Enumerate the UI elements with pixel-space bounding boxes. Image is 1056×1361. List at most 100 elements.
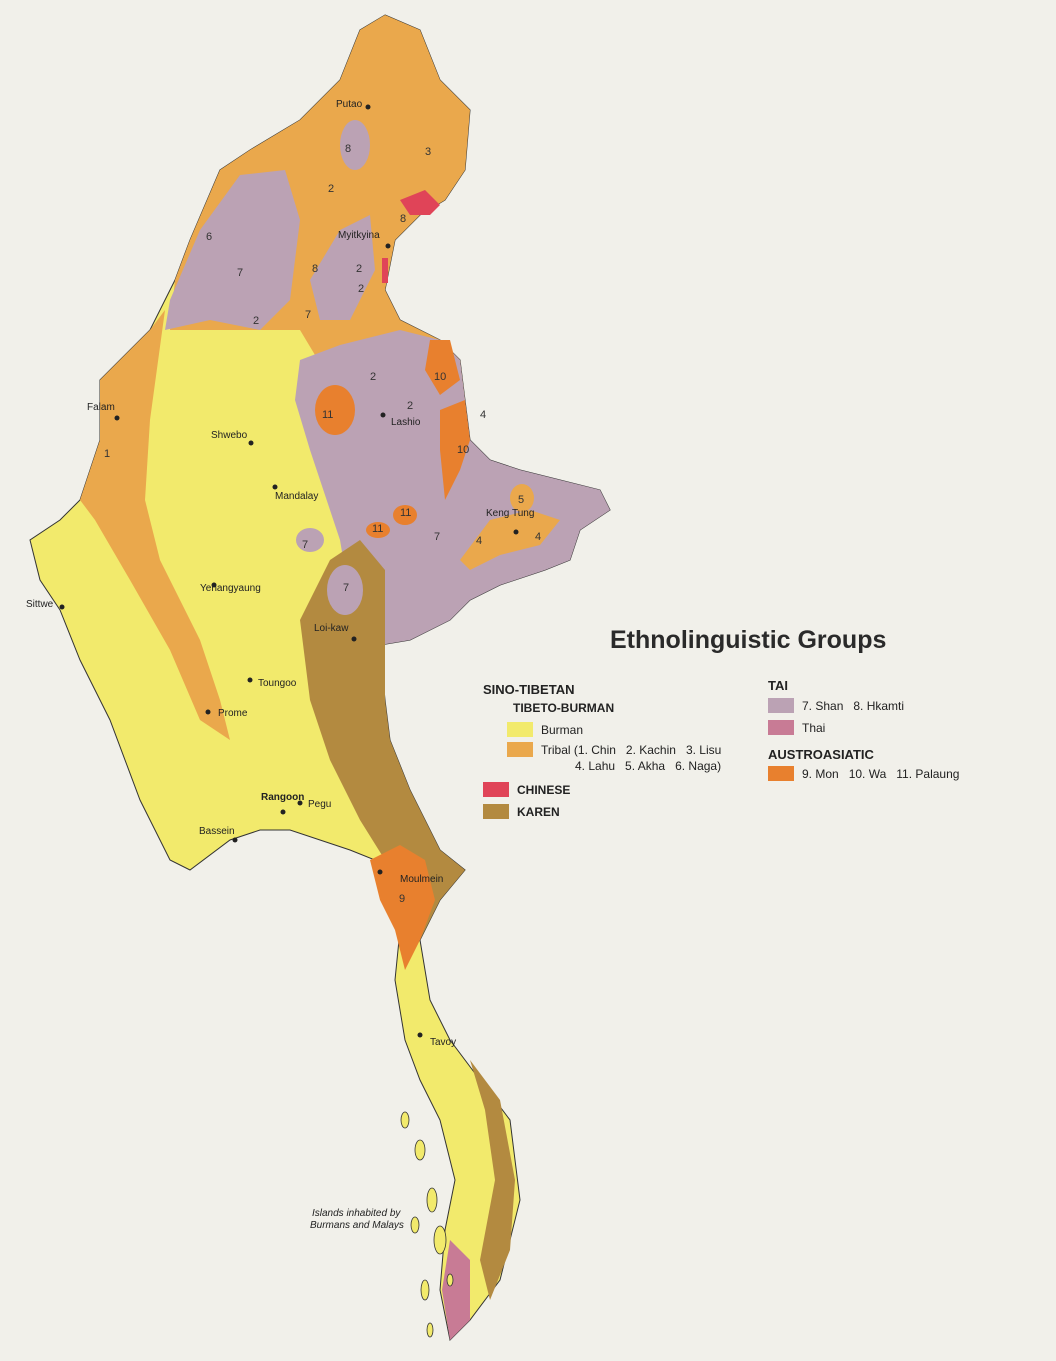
- legend-item-tribal: Tribal (1. Chin 2. Kachin 3. Lisu: [507, 741, 721, 759]
- swatch-burman: [507, 722, 533, 738]
- swatch-chinese: [483, 782, 509, 798]
- legend-sino-tibetan: SINO-TIBETAN TIBETO-BURMAN Burman Tribal…: [483, 682, 721, 821]
- legend-heading-tai: TAI: [768, 678, 788, 693]
- islands-note-line2: Burmans and Malays: [310, 1220, 404, 1231]
- legend-item-shan: 7. Shan 8. Hkamti: [768, 697, 959, 719]
- region-palaung-3: [366, 522, 390, 538]
- label-shan: 7. Shan 8. Hkamti: [802, 699, 905, 713]
- region-number: 4: [476, 535, 482, 547]
- region-palaung-2: [393, 505, 417, 525]
- region-number: 8: [400, 213, 406, 225]
- legend-item-burman: Burman: [507, 721, 721, 741]
- region-chinese-2: [382, 258, 388, 283]
- region-number: 7: [434, 531, 440, 543]
- city-label: Myitkyina: [338, 230, 380, 241]
- region-thai: [442, 1240, 470, 1340]
- region-karen-south: [470, 1060, 515, 1300]
- legend-tai: TAI 7. Shan 8. Hkamti Thai AUSTROASIATIC…: [768, 678, 959, 783]
- city-label: Shwebo: [211, 430, 248, 441]
- region-number: 7: [302, 539, 308, 551]
- swatch-tribal: [507, 742, 533, 758]
- label-chinese: CHINESE: [517, 783, 571, 797]
- region-number: 11: [322, 409, 333, 421]
- region-number: 2: [370, 371, 376, 383]
- region-number: 2: [253, 315, 259, 327]
- region-number: 11: [372, 523, 383, 535]
- city-marker: [280, 809, 286, 815]
- islands-note-line1: Islands inhabited by: [312, 1208, 401, 1219]
- region-akha: [510, 484, 534, 512]
- region-number: 2: [407, 400, 413, 412]
- city-marker: [417, 1032, 423, 1038]
- region-number: 1: [104, 448, 110, 460]
- region-number: 2: [328, 183, 334, 195]
- region-wa: [440, 400, 470, 500]
- region-number: 3: [425, 146, 431, 158]
- label-tribal-2: 4. Lahu 5. Akha 6. Naga): [575, 759, 722, 773]
- city-marker: [272, 484, 278, 490]
- city-marker: [247, 677, 253, 683]
- label-mon: 9. Mon 10. Wa 11. Palaung: [802, 767, 960, 781]
- legend-heading-austroasiatic: AUSTROASIATIC: [768, 747, 874, 762]
- city-marker: [232, 837, 238, 843]
- region-number: 4: [535, 531, 541, 543]
- region-number: 6: [206, 231, 212, 243]
- city-label: Moulmein: [400, 874, 443, 885]
- city-label: Pegu: [308, 799, 331, 810]
- region-number: 5: [518, 494, 524, 506]
- city-marker: [377, 869, 383, 875]
- city-marker: [248, 440, 254, 446]
- legend-heading-sino-tibetan: SINO-TIBETAN: [483, 682, 575, 697]
- region-number: 8: [345, 143, 351, 155]
- legend-heading-tibeto-burman: TIBETO-BURMAN: [513, 701, 615, 715]
- city-label: Bassein: [199, 826, 235, 837]
- city-marker: [297, 800, 303, 806]
- region-karen: [300, 540, 465, 940]
- region-palaung: [315, 385, 355, 435]
- city-marker: [211, 582, 217, 588]
- city-marker: [351, 636, 357, 642]
- city-label: Tavoy: [430, 1037, 456, 1048]
- region-mon: [370, 845, 435, 970]
- swatch-shan: [768, 698, 794, 714]
- legend-item-chinese: CHINESE: [483, 781, 721, 803]
- region-number: 2: [358, 283, 364, 295]
- region-shan-loikaw: [327, 565, 363, 615]
- map-title: Ethnolinguistic Groups: [610, 626, 887, 654]
- region-number: 4: [480, 409, 486, 421]
- legend-item-thai: Thai: [768, 719, 959, 737]
- region-lahu: [460, 510, 560, 570]
- region-number: 10: [434, 371, 446, 383]
- city-label: Falam: [87, 402, 115, 413]
- swatch-mon: [768, 766, 794, 782]
- region-number: 10: [457, 444, 469, 456]
- city-label: Putao: [336, 99, 363, 110]
- label-tribal-1: Tribal (1. Chin 2. Kachin 3. Lisu: [541, 743, 722, 757]
- legend-item-mon: 9. Mon 10. Wa 11. Palaung: [768, 765, 959, 783]
- region-hkamti-2: [340, 120, 370, 170]
- region-number: 8: [312, 263, 318, 275]
- city-marker: [380, 412, 386, 418]
- region-number: 7: [237, 267, 243, 279]
- legend-item-karen: KAREN: [483, 803, 721, 821]
- label-thai: Thai: [802, 721, 826, 735]
- region-number: 2: [356, 263, 362, 275]
- city-label: Keng Tung: [486, 508, 534, 519]
- region-wa-2: [425, 340, 460, 395]
- city-label: Toungoo: [258, 678, 297, 689]
- region-chinese: [400, 190, 440, 215]
- city-label: Sittwe: [26, 599, 54, 610]
- city-label: Rangoon: [261, 792, 304, 803]
- city-marker: [114, 415, 120, 421]
- city-marker: [59, 604, 65, 610]
- city-label: Yenangyaung: [200, 583, 261, 594]
- region-number: 9: [399, 893, 405, 905]
- region-number: 7: [305, 309, 311, 321]
- swatch-karen: [483, 804, 509, 820]
- region-hkamti: [310, 215, 375, 320]
- label-karen: KAREN: [517, 805, 560, 819]
- city-label: Lashio: [391, 417, 421, 428]
- label-burman: Burman: [541, 723, 584, 737]
